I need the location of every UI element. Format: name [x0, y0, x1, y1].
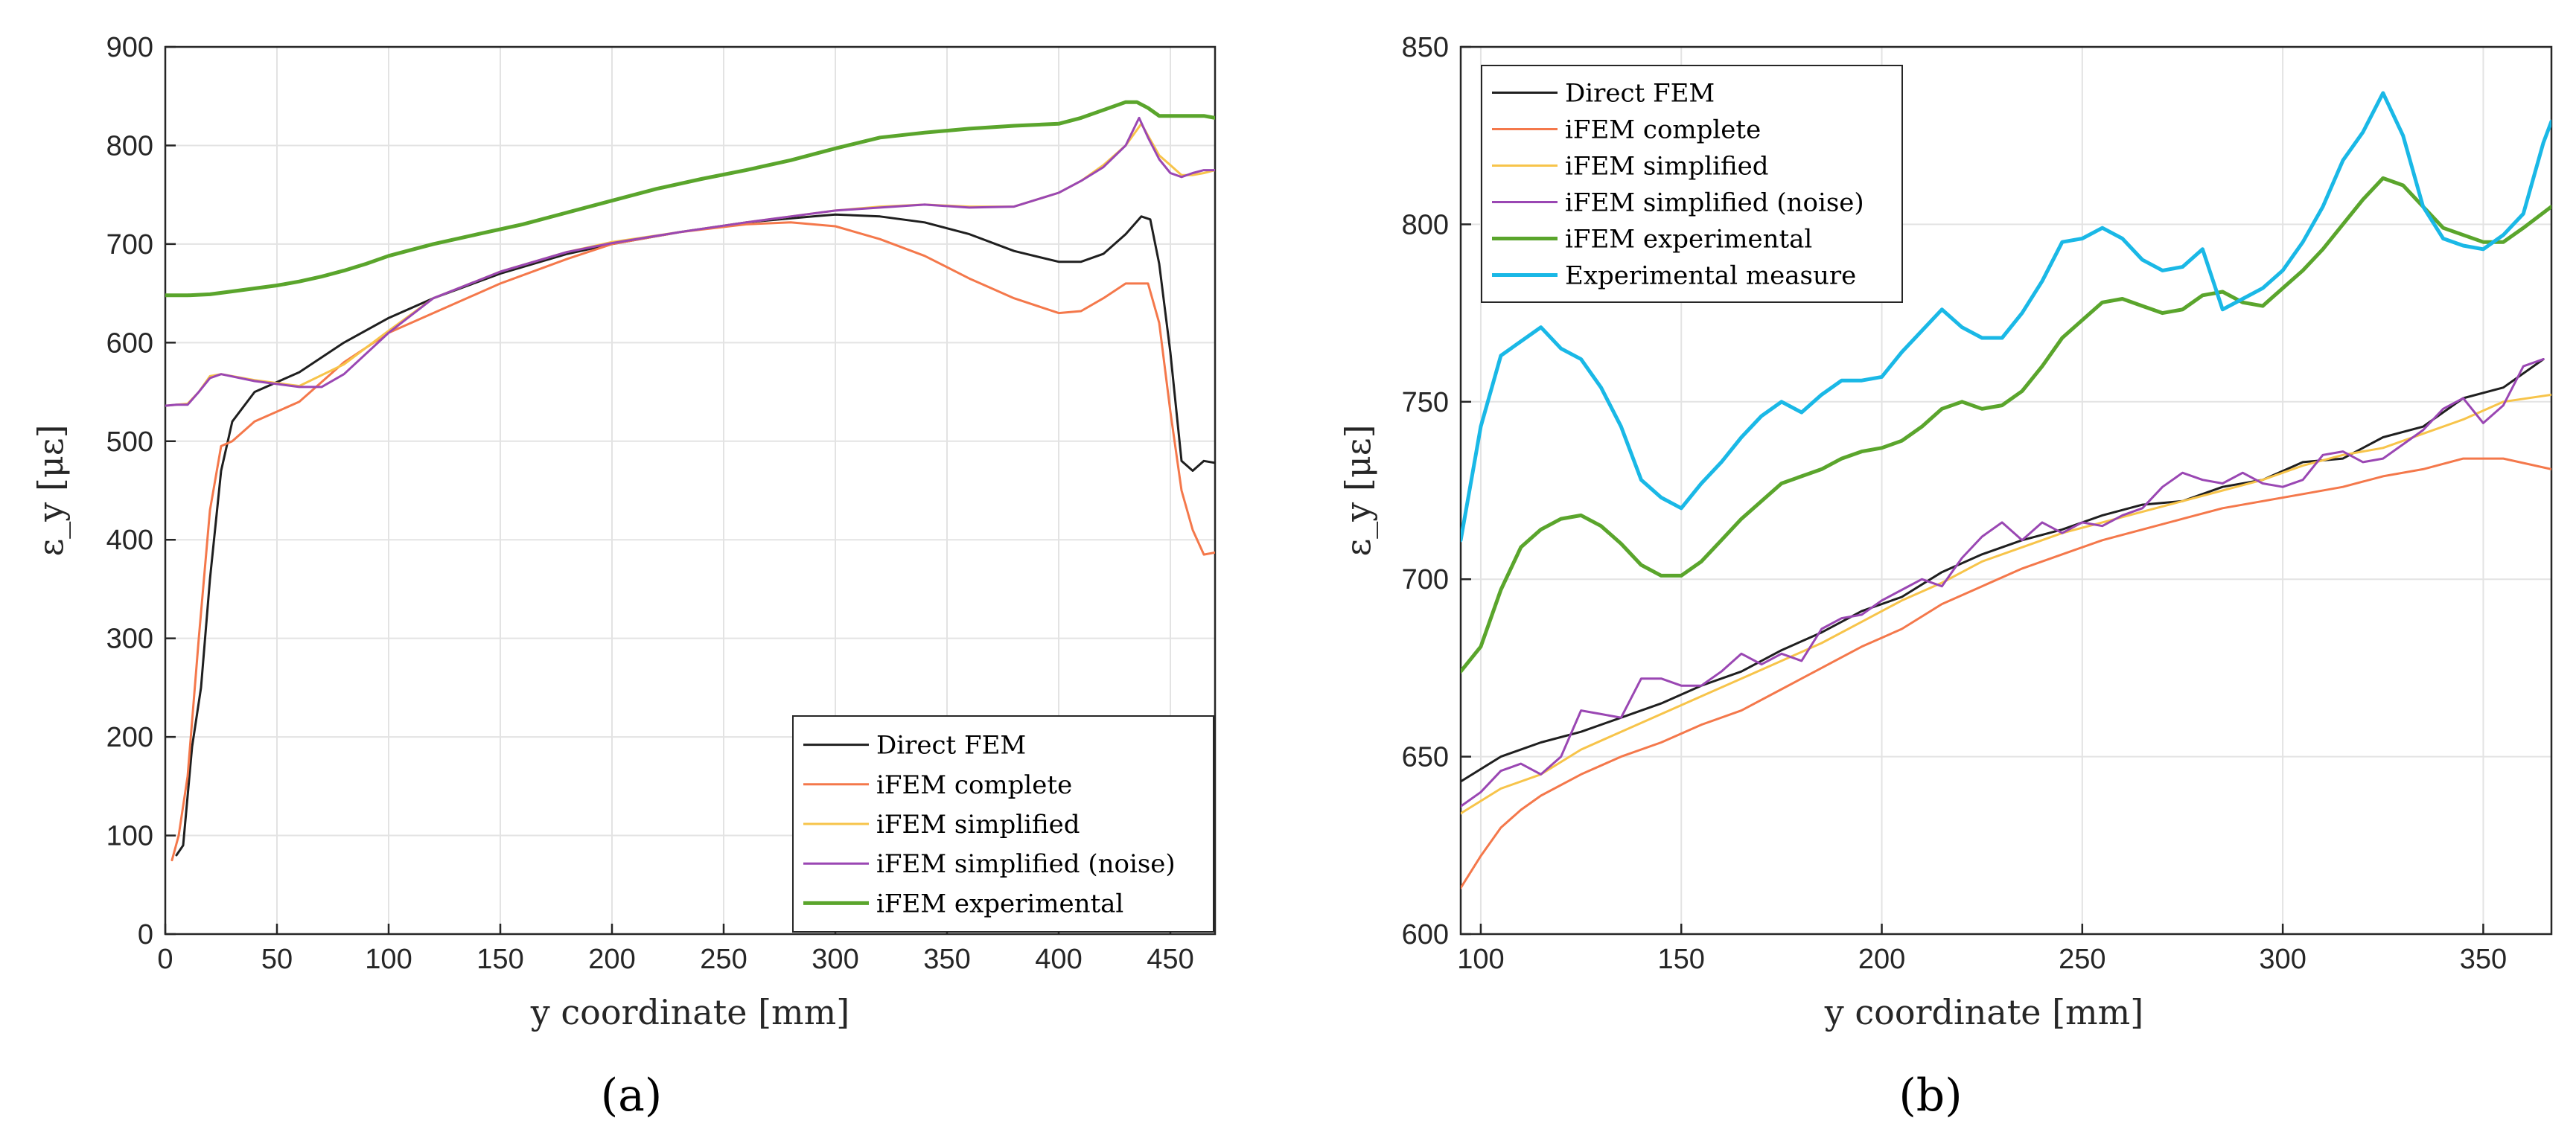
- chart-b-y-tick-label: 750: [1402, 387, 1449, 418]
- chart-a-y-tick-label: 0: [138, 919, 153, 950]
- chart-b-series-experimental-measure: [1461, 91, 2551, 543]
- chart-a-legend-label: iFEM simplified (noise): [876, 849, 1176, 879]
- chart-b-series-ifem-complete: [1461, 457, 2551, 889]
- chart-a-y-tick-label: 600: [106, 327, 153, 359]
- chart-b-x-tick-label: 150: [1658, 944, 1705, 975]
- chart-b-legend-label: iFEM simplified (noise): [1565, 188, 1864, 218]
- chart-b-y-tick-label: 850: [1402, 32, 1449, 63]
- chart-b-legend: [1481, 65, 1903, 303]
- chart-b-legend-label: iFEM complete: [1565, 115, 1761, 145]
- chart-b-legend-label: iFEM simplified: [1565, 152, 1769, 182]
- chart-b-legend-label: Direct FEM: [1565, 79, 1715, 109]
- chart-b-y-axis-label: ε_y [με]: [1338, 424, 1378, 556]
- chart-a-legend-label: Direct FEM: [876, 731, 1026, 761]
- chart-a-series-ifem-simplified-noise: [165, 116, 1215, 407]
- chart-b-x-tick-label: 300: [2259, 944, 2306, 975]
- chart-b-y-tick-label: 800: [1402, 209, 1449, 240]
- chart-a-x-tick-label: 50: [261, 944, 293, 975]
- chart-b-series-ifem-experimental: [1461, 176, 2551, 674]
- chart-a-y-tick-label: 400: [106, 525, 153, 556]
- chart-a-x-axis-label: y coordinate [mm]: [530, 992, 849, 1032]
- chart-a-x-tick-label: 200: [588, 944, 635, 975]
- chart-a-x-tick-label: 100: [365, 944, 412, 975]
- chart-a-legend-label: iFEM simplified: [876, 810, 1080, 840]
- chart-a-legend-label: iFEM experimental: [876, 889, 1123, 918]
- chart-a-y-axis-label: ε_y [με]: [31, 424, 71, 556]
- chart-b-x-tick-label: 200: [1858, 944, 1905, 975]
- chart-a-y-tick-label: 300: [106, 624, 153, 655]
- chart-a-y-tick-label: 500: [106, 426, 153, 458]
- chart-a: 0 50 100 150 200 250 300 350 400 450 0 100 200 300 400…: [31, 32, 1217, 1122]
- chart-a-x-tick-label: 0: [157, 944, 173, 975]
- chart-a-y-tick-label: 200: [106, 722, 153, 753]
- chart-b: 100 150 200 250 300 350 600 650 700 750 800 850 Dir…: [1338, 32, 2553, 1122]
- chart-a-series-direct-fem: [175, 213, 1215, 857]
- chart-b-x-tick-label: 100: [1457, 944, 1504, 975]
- chart-a-y-tick-label: 900: [106, 32, 153, 63]
- chart-a-x-tick-label: 400: [1035, 944, 1082, 975]
- chart-b-y-tick-label: 650: [1402, 742, 1449, 773]
- chart-b-series-direct-fem: [1461, 358, 2545, 783]
- chart-a-x-tick-label: 450: [1147, 944, 1193, 975]
- chart-a-series-ifem-experimental: [165, 100, 1215, 298]
- chart-a-x-tick-label: 250: [700, 944, 747, 975]
- chart-a-y-tick-label: 100: [106, 821, 153, 852]
- chart-a-y-tick-label: 700: [106, 229, 153, 261]
- chart-a-panel-label: (a): [601, 1070, 663, 1122]
- chart-b-legend-label: iFEM experimental: [1565, 225, 1812, 255]
- chart-a-x-tick-label: 150: [476, 944, 523, 975]
- chart-a-x-tick-label: 350: [923, 944, 970, 975]
- chart-a-series-ifem-simplified: [165, 122, 1215, 407]
- chart-a-legend-label: iFEM complete: [876, 770, 1072, 800]
- chart-b-panel-label: (b): [1898, 1070, 1962, 1122]
- chart-b-frame: [1459, 45, 2553, 936]
- chart-b-legend-label: Experimental measure: [1565, 261, 1856, 291]
- chart-a-series-ifem-complete: [170, 221, 1215, 862]
- chart-b-y-tick-label: 700: [1402, 564, 1449, 595]
- chart-b-series-ifem-simplified-noise: [1461, 358, 2545, 808]
- chart-a-frame: [164, 45, 1217, 936]
- chart-b-x-tick-label: 250: [2059, 944, 2105, 975]
- chart-b-y-tick-label: 600: [1402, 919, 1449, 950]
- chart-a-y-tick-label: 800: [106, 130, 153, 162]
- chart-b-series-ifem-simplified: [1461, 393, 2551, 815]
- chart-b-x-axis-label: y coordinate [mm]: [1824, 992, 2143, 1032]
- chart-a-x-tick-label: 300: [812, 944, 858, 975]
- chart-b-x-tick-label: 350: [2460, 944, 2507, 975]
